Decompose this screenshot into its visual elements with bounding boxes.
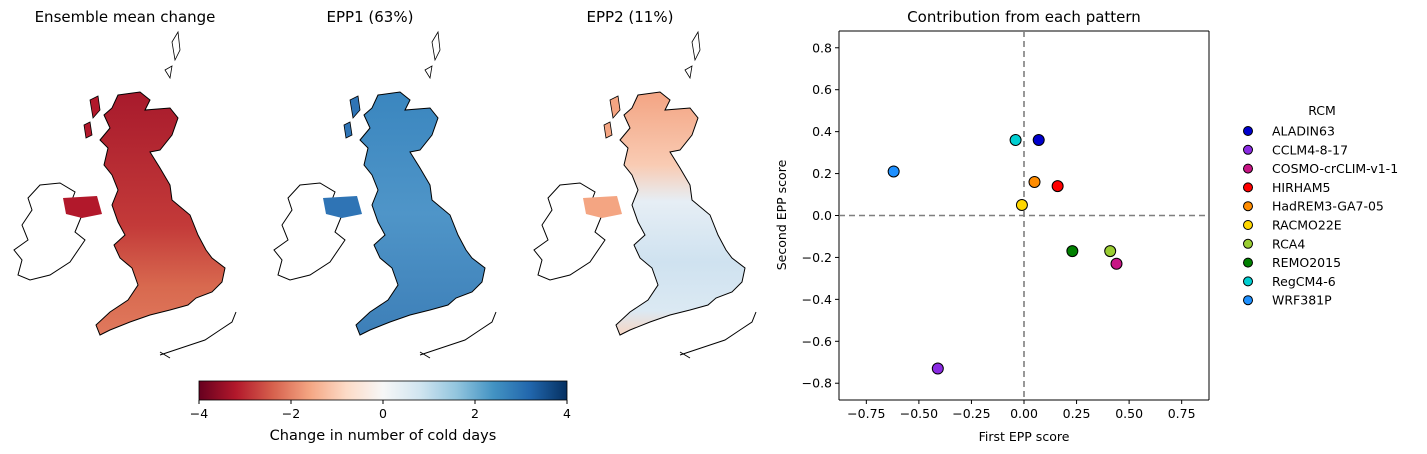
legend-marker	[1243, 276, 1253, 287]
hebrides	[343, 95, 361, 139]
legend-marker	[1243, 163, 1253, 174]
legend-label: COSMO-crCLIM-v1-1	[1272, 161, 1398, 176]
legend-label: CCLM4-8-17	[1272, 142, 1348, 157]
point-rca4	[1104, 245, 1117, 258]
orkney-shetland	[164, 30, 181, 80]
y-tick-label: 0.6	[812, 82, 832, 97]
point-aladin63	[1032, 134, 1045, 147]
france-coast	[419, 311, 497, 359]
colorbar-tick-label: 0	[379, 406, 387, 421]
y-tick-label: −0.4	[802, 292, 832, 307]
y-tick-label: −0.2	[802, 250, 832, 265]
y-tick-label: 0.4	[812, 124, 832, 139]
france-coast	[159, 311, 237, 359]
legend-marker	[1243, 144, 1253, 155]
y-tick-label: −0.8	[802, 376, 832, 391]
point-hirham5	[1051, 180, 1064, 193]
map-title-epp2: EPP2 (11%)	[586, 8, 674, 26]
legend: ALADIN63 CCLM4-8-17 COSMO-crCLIM-v1-1 HIRHA…	[1243, 124, 1398, 308]
chart-title: Contribution from each pattern	[907, 8, 1141, 26]
map-epp1	[273, 30, 497, 359]
france-coast	[679, 311, 757, 359]
northern-ireland-fill	[63, 196, 102, 218]
point-racmo22e	[1015, 199, 1028, 212]
point-remo2015	[1066, 245, 1079, 258]
x-tick-label: 0.25	[1063, 406, 1091, 421]
britain-fill	[615, 91, 746, 336]
britain-fill	[355, 91, 486, 336]
y-axis-ticks: 0.8 0.6 0.4 0.2 0.0 −0.2 −0.4 −0.6 −0.8	[802, 40, 839, 391]
legend-label: ALADIN63	[1272, 124, 1335, 139]
colorbar-label: Change in number of cold days	[269, 428, 497, 444]
legend-marker	[1243, 238, 1253, 249]
point-hadrem3-ga7-05	[1028, 175, 1041, 188]
colorbar: −4 −2 0 2 4	[190, 380, 571, 421]
legend-marker	[1243, 201, 1253, 212]
x-tick-label: −0.50	[900, 406, 938, 421]
hebrides	[603, 95, 621, 139]
legend-marker	[1243, 126, 1253, 136]
legend-label: HIRHAM5	[1272, 180, 1330, 195]
scatter-points	[887, 134, 1123, 375]
legend-label: WRF381P	[1272, 293, 1332, 308]
northern-ireland-fill	[583, 196, 622, 218]
map-title-epp1: EPP1 (63%)	[326, 8, 414, 26]
orkney-shetland	[684, 30, 701, 80]
x-axis-label: First EPP score	[979, 429, 1070, 444]
legend-title: RCM	[1308, 103, 1336, 118]
y-tick-label: 0.8	[812, 40, 832, 55]
colorbar-ticks: −4 −2 0 2 4	[190, 400, 571, 421]
legend-marker	[1243, 295, 1253, 306]
point-wrf381p	[887, 165, 900, 178]
legend-marker	[1243, 182, 1253, 193]
legend-label: RegCM4-6	[1272, 274, 1336, 289]
y-tick-label: 0.2	[812, 166, 832, 181]
map-epp2	[533, 30, 757, 359]
point-regcm4-6	[1009, 134, 1022, 147]
point-cclm4-8-17	[931, 362, 944, 375]
legend-marker	[1243, 220, 1253, 230]
legend-label: RCA4	[1272, 236, 1305, 251]
legend-label: RACMO22E	[1272, 218, 1342, 233]
legend-label: HadREM3-GA7-05	[1272, 199, 1384, 214]
x-tick-label: −0.25	[952, 406, 990, 421]
northern-ireland-fill	[323, 196, 362, 218]
colorbar-tick-label: −2	[282, 406, 300, 421]
colorbar-tick-label: −4	[190, 406, 208, 421]
legend-marker	[1243, 257, 1253, 268]
x-tick-label: 0.75	[1168, 406, 1196, 421]
reference-lines	[839, 31, 1209, 400]
y-tick-label: −0.6	[802, 334, 832, 349]
x-tick-label: 0.00	[1010, 406, 1038, 421]
legend-label: REMO2015	[1272, 255, 1341, 270]
y-tick-label: 0.0	[812, 208, 832, 223]
map-title-ensemble: Ensemble mean change	[34, 8, 216, 26]
hebrides	[83, 95, 101, 139]
orkney-shetland	[424, 30, 441, 80]
x-axis-ticks: −0.75 −0.50 −0.25 0.00 0.25 0.50 0.75	[847, 400, 1196, 421]
y-axis-label: Second EPP score	[774, 159, 789, 270]
colorbar-tick-label: 4	[563, 406, 571, 421]
britain-fill	[95, 91, 226, 336]
x-tick-label: −0.75	[847, 406, 885, 421]
colorbar-tick-label: 2	[471, 406, 479, 421]
point-cosmo-crclim-v1-1	[1110, 257, 1123, 270]
map-ensemble	[13, 30, 237, 359]
x-tick-label: 0.50	[1115, 406, 1143, 421]
